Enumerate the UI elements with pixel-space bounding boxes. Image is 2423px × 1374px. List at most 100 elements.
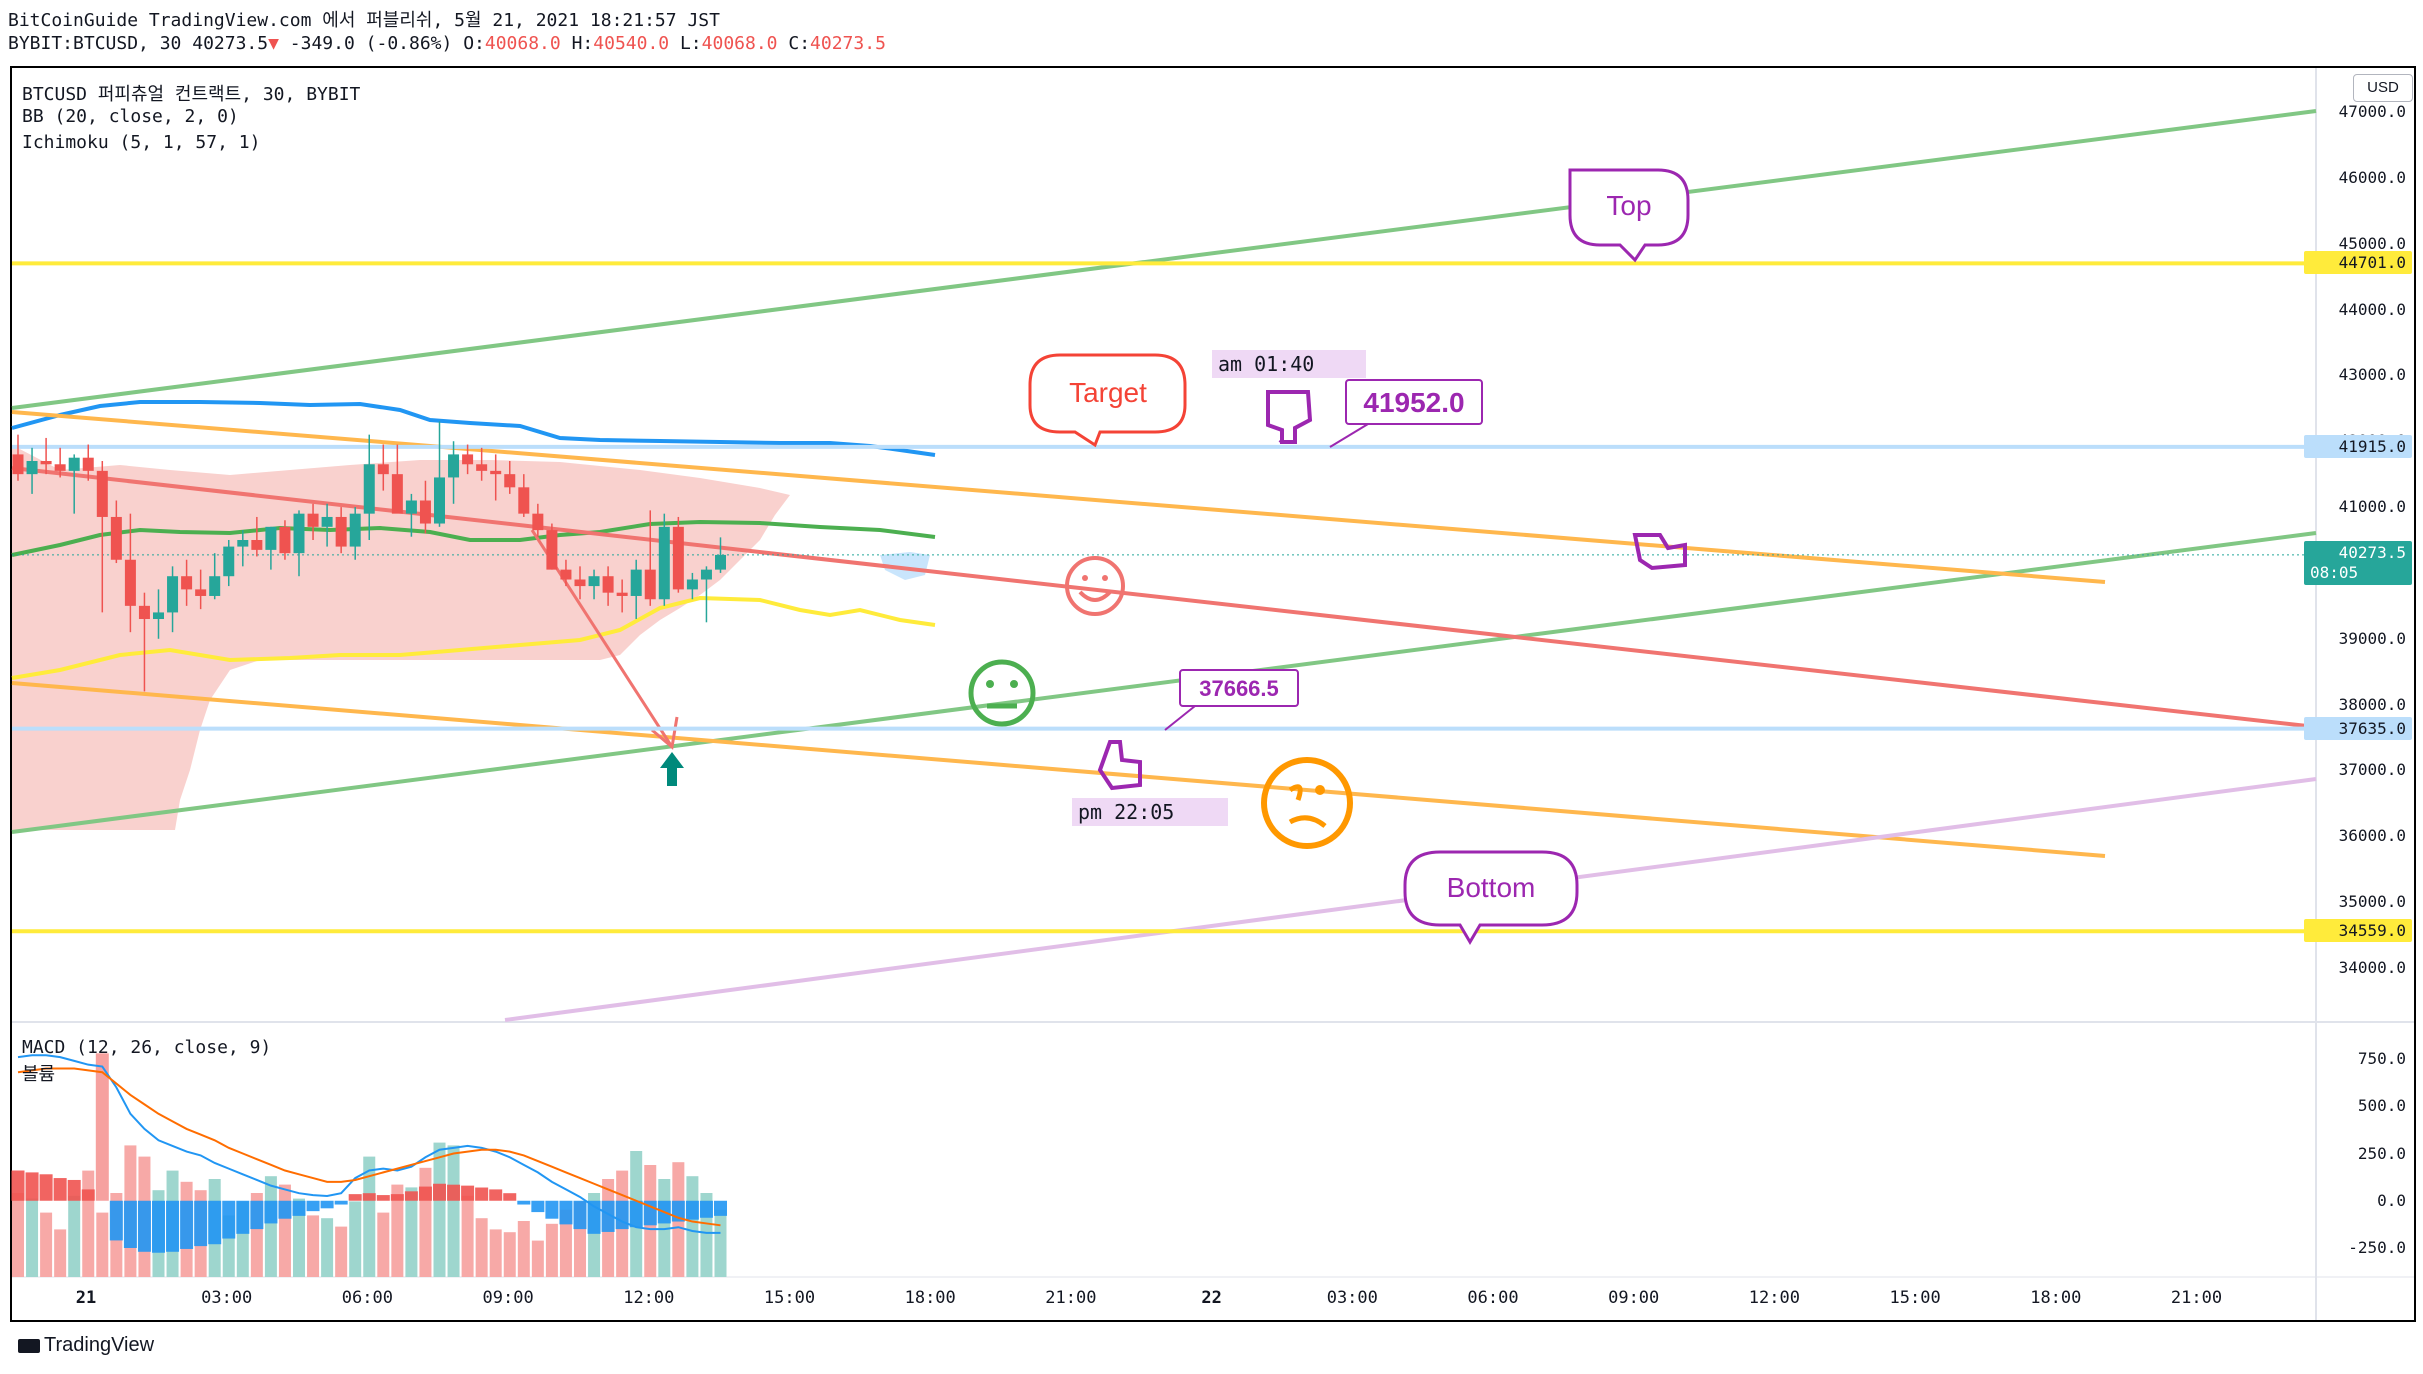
time-note-am: am 01:40: [1212, 350, 1366, 378]
volume-bar: [531, 1240, 544, 1277]
bb-upper-line: [11, 400, 936, 457]
ichimoku-legend[interactable]: Ichimoku (5, 1, 57, 1): [22, 132, 261, 153]
target-bubble[interactable]: Target: [1028, 353, 1187, 448]
volume-bar: [278, 1184, 291, 1277]
macd-histogram-bar: [447, 1184, 461, 1201]
tradingview-logo-icon: [18, 1338, 40, 1353]
candle-body: [54, 464, 66, 471]
candle-body: [588, 576, 600, 587]
ichimoku-cloud: [12, 445, 790, 830]
target-label: Target: [1069, 377, 1147, 408]
macd-histogram-bar: [404, 1191, 418, 1201]
price-badge: 34559.0: [2304, 919, 2412, 943]
volume-bar: [686, 1176, 699, 1277]
ticker: BYBIT:BTCUSD, 30: [8, 33, 182, 54]
macd-histogram-bar: [264, 1200, 278, 1224]
symbol-legend[interactable]: BTCUSD 퍼피츄얼 컨트랙트, 30, BYBIT: [22, 84, 361, 105]
callout-41952[interactable]: 41952.0: [1329, 379, 1483, 448]
volume-bar: [714, 1209, 727, 1277]
bottom-label: Bottom: [1447, 872, 1536, 903]
signal-line: [17, 1067, 721, 1227]
candle-body: [363, 464, 375, 514]
price-tick-label: 43000.0: [2338, 365, 2406, 385]
candle-body: [672, 526, 684, 590]
price-tick-label: 39000.0: [2338, 628, 2406, 648]
macd-histogram-bar: [573, 1200, 587, 1230]
orange-trend-upper: [11, 410, 2106, 584]
currency-button[interactable]: USD: [2353, 74, 2413, 102]
candle-body: [504, 474, 516, 488]
time-tick-label: 18:00: [2030, 1288, 2082, 1308]
volume-legend[interactable]: 볼륨: [22, 1064, 56, 1085]
last-price: 40273.5: [192, 33, 269, 54]
candle-body: [462, 454, 474, 465]
time-tick-label: 21:00: [1045, 1288, 1097, 1308]
candle-body: [167, 576, 179, 613]
candle-body: [391, 474, 403, 514]
macd-legend[interactable]: MACD (12, 26, close, 9): [22, 1037, 272, 1058]
macd-histogram-bar: [601, 1200, 615, 1232]
candle-body: [307, 513, 319, 527]
macd-histogram-bar: [531, 1200, 545, 1213]
time-tick-label: 21: [75, 1288, 97, 1308]
neutral-face-icon: [968, 659, 1036, 727]
price-badge: 40273.5 08:05: [2304, 540, 2412, 585]
macd-histogram-bar: [236, 1200, 250, 1234]
volume-bar: [391, 1184, 404, 1277]
callout-41952-label: 41952.0: [1363, 387, 1464, 418]
candle-body: [96, 470, 108, 517]
pointing-hand-icon: [1266, 390, 1313, 444]
top-bubble[interactable]: Top: [1568, 168, 1690, 263]
green-trend-upper: [11, 109, 2317, 410]
tradingview-logo[interactable]: TradingView: [18, 1334, 154, 1357]
macd-histogram-bar: [376, 1195, 390, 1201]
candle-body: [110, 516, 122, 560]
chart-frame: [10, 66, 2416, 1322]
candle-body: [223, 546, 235, 577]
macd-histogram-bar: [685, 1200, 699, 1220]
macd-histogram-bar: [433, 1183, 446, 1201]
price-tick-label: 38000.0: [2338, 694, 2406, 714]
callout-37666-label: 37666.5: [1199, 676, 1279, 701]
candle-body: [279, 526, 291, 554]
close-value: 40273.5: [810, 33, 886, 54]
macd-histogram-bar: [714, 1200, 727, 1216]
high-value: 40540.0: [593, 33, 670, 54]
macd-tick-label: 750.0: [2357, 1049, 2406, 1068]
volume-bar: [377, 1212, 390, 1277]
price-tick-label: 45000.0: [2338, 233, 2406, 253]
bb-legend[interactable]: BB (20, close, 2, 0): [22, 106, 239, 127]
volume-bar: [26, 1198, 39, 1277]
volume-bar: [405, 1187, 418, 1277]
candle-body: [12, 454, 24, 475]
price-tick-label: 35000.0: [2338, 892, 2406, 912]
macd-histogram-bar: [180, 1200, 194, 1249]
close-label: C:: [788, 33, 811, 54]
price-badge: 41915.0: [2304, 434, 2412, 458]
low-label: L:: [679, 33, 702, 54]
bottom-bubble[interactable]: Bottom: [1403, 850, 1579, 945]
macd-histogram-bar: [53, 1178, 67, 1201]
macd-histogram-bar: [545, 1200, 559, 1219]
volume-bar: [96, 1212, 109, 1277]
candle-body: [265, 526, 277, 550]
cloud-small: [880, 552, 930, 580]
callout-37666[interactable]: 37666.5: [1164, 669, 1299, 731]
ohlc-line: BYBIT:BTCUSD, 30 40273.5▼ -349.0 (-0.86%…: [8, 33, 886, 54]
volume-bar: [419, 1167, 432, 1277]
price-tick-label: 34000.0: [2338, 958, 2406, 977]
macd-histogram-bar: [81, 1189, 95, 1201]
candle-body: [82, 457, 94, 471]
ichimoku-lead-line: [11, 595, 936, 680]
top-label: Top: [1606, 190, 1651, 221]
time-tick-label: 09:00: [1608, 1288, 1660, 1308]
macd-histogram-bar: [489, 1189, 503, 1201]
candle-body: [181, 576, 193, 590]
price-badge: 44701.0: [2304, 251, 2412, 275]
candle-body: [658, 526, 670, 600]
macd-histogram-bar: [194, 1200, 208, 1247]
macd-histogram-bar: [320, 1200, 334, 1209]
volume-bar: [321, 1218, 334, 1277]
macd-histogram-bar: [137, 1200, 151, 1252]
